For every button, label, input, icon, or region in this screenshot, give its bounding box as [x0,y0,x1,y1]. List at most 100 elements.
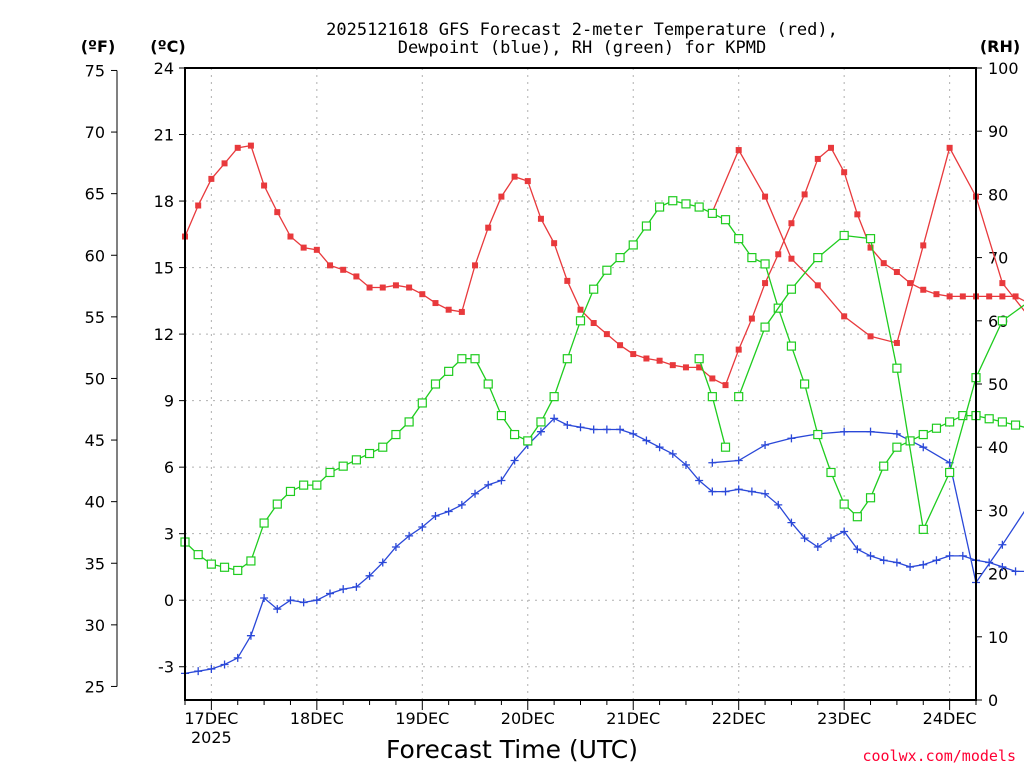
fahrenheit-tick-label: 50 [85,369,105,388]
dewpoint-point [550,414,559,423]
celsius-tick-label: 15 [154,259,174,278]
2-meter-temperature-point [748,315,755,322]
dewpoint-point [695,476,704,485]
rh-point [417,398,427,408]
fahrenheit-tick-label: 65 [85,185,105,204]
2-meter-temperature-point [643,355,650,362]
dewpoint-point [866,551,875,560]
dewpoint-point [853,545,862,554]
rh-point [364,448,375,459]
rh-point [312,480,322,490]
2-meter-temperature-point [537,215,544,222]
dewpoint-series [181,414,1024,678]
rh-tick-label: 70 [988,249,1008,268]
time-tick-year-label: 2025 [191,728,232,747]
rh-point [800,379,810,389]
2-meter-temperature-point [340,266,347,273]
2-meter-temperature-point [775,251,782,258]
rh-point [391,429,401,440]
rh-point [562,354,572,364]
2-meter-temperature-point [247,142,254,149]
rh-tick-label: 0 [988,691,998,710]
dewpoint-point [299,598,308,607]
rh-point [483,379,493,389]
celsius-tick-label: 0 [164,591,174,610]
rh-point [984,414,994,424]
rh-point [219,562,230,572]
rh-tick-label: 40 [988,438,1008,457]
dewpoint-point [326,589,335,598]
dewpoint-point [220,660,229,669]
2-meter-temperature-point [551,240,558,247]
chart-title-line-2: Dewpoint (blue), RH (green) for KPMD [398,38,766,58]
rh-point [549,392,559,402]
rh-point [734,234,744,244]
dewpoint-point [892,429,901,438]
rh-point [444,366,454,376]
2-meter-temperature-point [841,313,848,320]
dewpoint-point [826,534,835,543]
dewpoint-point [484,480,493,489]
2-meter-temperature-point [617,342,624,349]
2-meter-temperature-point [986,293,993,300]
dewpoint-point [919,560,928,569]
2-meter-temperature-point [907,280,914,287]
dewpoint-point [932,556,941,565]
rh-point [747,253,757,263]
dewpoint-point [708,458,717,467]
2-meter-temperature-point [564,277,571,284]
dewpoint-point [352,582,361,591]
time-tick-label: 20DEC [501,709,555,728]
rh-point [813,429,823,440]
2-meter-temperature-point [722,382,729,389]
rh-point [206,559,216,569]
celsius-tick-label: 21 [154,126,174,145]
dewpoint-point [405,531,414,540]
2-meter-temperature-point [300,244,307,251]
celsius-tick-label: 6 [164,458,174,477]
dewpoint-point [866,427,875,436]
rh-axis: 0102030405060708090100 [976,59,1019,710]
rh-point [338,461,348,471]
rh-point [602,265,612,275]
rh-point [707,208,717,218]
dewpoint-point [813,542,822,551]
celsius-tick-label: 18 [154,192,174,211]
2-meter-temperature-point [735,147,742,154]
rh-point [628,240,638,250]
rh-point [285,486,296,497]
dewpoint-point [761,440,770,449]
rh-point [865,493,876,503]
dewpoint-point [233,653,242,662]
rh-point [575,316,586,326]
rh-tick-label: 20 [988,565,1008,584]
2-meter-temperature-point [208,175,215,182]
fahrenheit-tick-label: 25 [85,677,105,696]
fahrenheit-tick-label: 60 [85,246,105,265]
fahrenheit-axis: 25 30 35 40 45 50 55 60 65 70 75 [85,61,118,696]
rh-point [457,354,467,364]
dewpoint-point [958,551,967,560]
dewpoint-line [184,417,1024,675]
fahrenheit-tick-label: 45 [85,431,105,450]
time-tick-label: 22DEC [712,709,766,728]
2-meter-temperature-point [234,144,241,151]
2-meter-temperature-point [814,155,821,162]
2-meter-temperature-point [274,209,281,216]
dewpoint-point [589,425,598,434]
dewpoint-point [734,456,743,465]
dewpoint-point [655,443,664,452]
rh-point [681,199,691,209]
rh-point [918,429,928,440]
2-meter-temperature-point [880,260,887,267]
time-tick-label: 19DEC [395,709,449,728]
rh-point [945,417,955,427]
rh-point [299,480,309,490]
dewpoint-point [840,427,849,436]
rh-point [707,392,717,402]
dewpoint-point [945,551,954,560]
rh-point [786,284,797,294]
